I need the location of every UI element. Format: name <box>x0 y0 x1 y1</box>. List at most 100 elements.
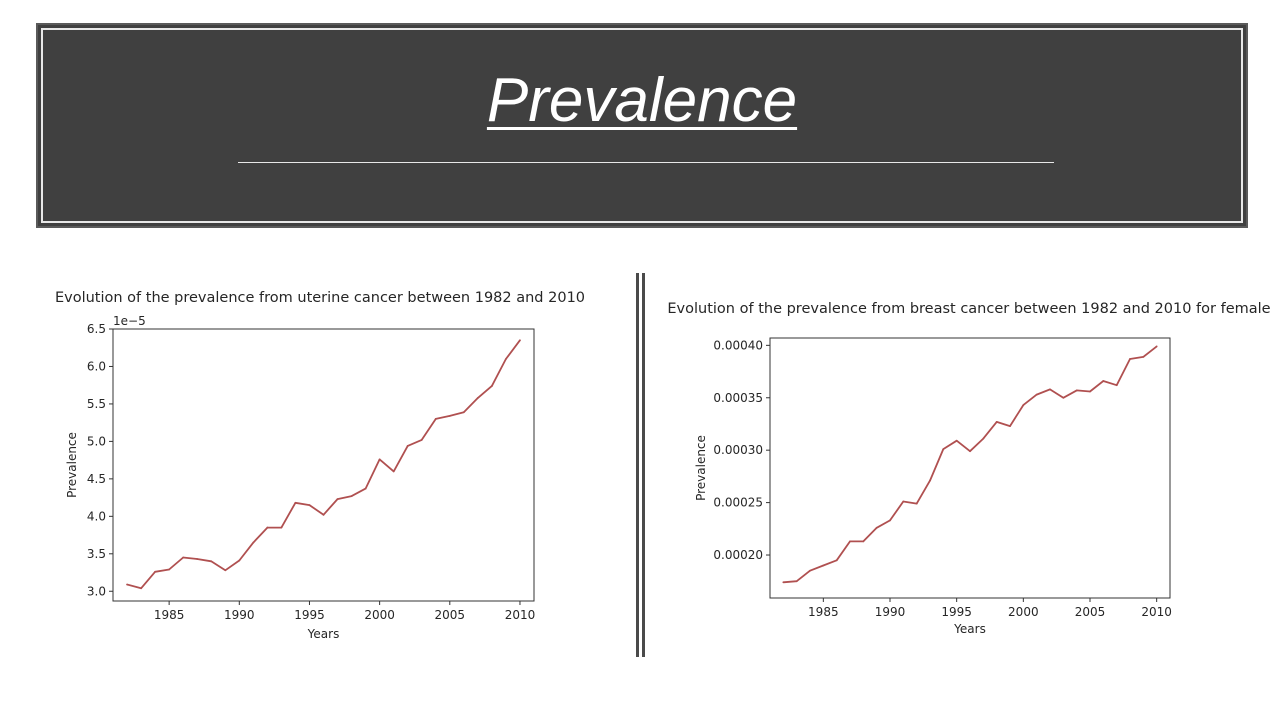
data-point <box>969 450 971 453</box>
data-point <box>434 418 437 420</box>
data-point <box>126 583 128 586</box>
data-point <box>795 580 798 583</box>
y-tick-label: 6.5 <box>87 322 106 336</box>
x-tick-label: 2000 <box>364 608 395 622</box>
x-tick-label: 1990 <box>875 605 906 619</box>
y-tick-label: 0.00030 <box>713 443 763 457</box>
chart-breast-prevalence: Evolution of the prevalence from breast … <box>667 301 1270 636</box>
y-tick-label: 3.5 <box>87 547 106 561</box>
data-point <box>238 559 241 562</box>
data-point <box>1129 358 1131 360</box>
data-point <box>280 526 283 529</box>
plot-area <box>112 328 535 602</box>
x-axis-label: Years <box>307 627 340 641</box>
data-point <box>266 526 269 529</box>
data-point <box>929 479 931 482</box>
data-point <box>1115 384 1118 387</box>
data-point <box>364 487 367 490</box>
data-point <box>1102 380 1105 382</box>
data-point <box>835 559 838 562</box>
data-point <box>1049 388 1051 391</box>
data-point <box>196 558 199 560</box>
data-point <box>476 397 479 399</box>
y-tick-label: 5.0 <box>87 434 106 448</box>
column-divider <box>636 273 646 657</box>
data-point <box>350 495 353 497</box>
banner-rule <box>238 162 1054 163</box>
x-tick-label: 2010 <box>1141 605 1172 619</box>
x-tick-label: 2005 <box>435 608 466 622</box>
data-point <box>995 420 998 423</box>
data-point <box>140 587 142 590</box>
data-point <box>1089 390 1091 393</box>
series-line <box>783 345 1158 584</box>
x-tick-label: 1985 <box>154 608 185 622</box>
data-point <box>519 339 521 342</box>
data-point <box>1009 425 1011 427</box>
chart-uterine-prevalence: Evolution of the prevalence from uterine… <box>55 290 585 641</box>
data-point <box>915 502 918 505</box>
x-tick-label: 2005 <box>1075 605 1106 619</box>
title-banner: Prevalence <box>36 23 1248 228</box>
data-point <box>982 437 985 440</box>
data-point <box>182 556 185 559</box>
data-point <box>420 438 423 441</box>
data-point <box>491 385 493 387</box>
data-point <box>154 570 157 573</box>
y-tick-label: 6.0 <box>87 359 106 373</box>
data-point <box>168 568 171 571</box>
x-tick-label: 1990 <box>224 608 255 622</box>
data-point <box>902 500 905 503</box>
series-line <box>126 339 521 590</box>
plot-area <box>769 337 1171 599</box>
data-point <box>955 439 958 442</box>
x-tick-label: 2000 <box>1008 605 1039 619</box>
data-point <box>942 448 945 451</box>
data-point <box>1022 404 1025 406</box>
y-tick-label: 5.5 <box>87 397 106 411</box>
chart-title: Evolution of the prevalence from uterine… <box>55 290 585 306</box>
data-point <box>889 519 891 522</box>
data-point <box>1062 396 1065 399</box>
data-point <box>252 541 255 544</box>
y-tick-label: 4.5 <box>87 472 106 486</box>
data-point <box>378 458 381 461</box>
data-point <box>294 501 297 504</box>
data-point <box>406 444 409 447</box>
y-tick-label: 0.00020 <box>713 548 763 562</box>
banner-frame: Prevalence <box>41 28 1243 223</box>
data-point <box>462 411 465 414</box>
data-point <box>210 560 213 563</box>
data-point <box>224 569 227 572</box>
data-point <box>392 470 395 473</box>
data-point <box>308 504 311 506</box>
data-point <box>505 358 507 360</box>
x-tick-label: 1995 <box>294 608 325 622</box>
slide-title: Prevalence <box>486 66 798 135</box>
data-point <box>875 526 878 529</box>
x-axis-label: Years <box>953 622 986 636</box>
y-axis-label: Prevalence <box>694 435 708 501</box>
x-tick-label: 1995 <box>941 605 972 619</box>
data-point <box>849 540 851 543</box>
x-tick-label: 1985 <box>808 605 839 619</box>
y-offset-label: 1e−5 <box>113 314 146 328</box>
data-point <box>336 498 339 500</box>
y-tick-label: 0.00040 <box>713 338 763 352</box>
data-point <box>1142 355 1145 358</box>
y-tick-label: 3.0 <box>87 584 106 598</box>
data-point <box>448 415 451 417</box>
data-point <box>1075 389 1078 392</box>
data-point <box>822 564 825 567</box>
data-point <box>862 540 865 543</box>
y-tick-label: 0.00035 <box>713 391 763 405</box>
data-point <box>1155 345 1158 348</box>
data-point <box>782 581 785 584</box>
y-tick-label: 0.00025 <box>713 496 763 510</box>
chart-title: Evolution of the prevalence from breast … <box>667 301 1270 317</box>
y-tick-label: 4.0 <box>87 509 106 523</box>
y-axis-label: Prevalence <box>65 432 79 498</box>
data-point <box>1035 393 1038 396</box>
x-tick-label: 2010 <box>505 608 536 622</box>
